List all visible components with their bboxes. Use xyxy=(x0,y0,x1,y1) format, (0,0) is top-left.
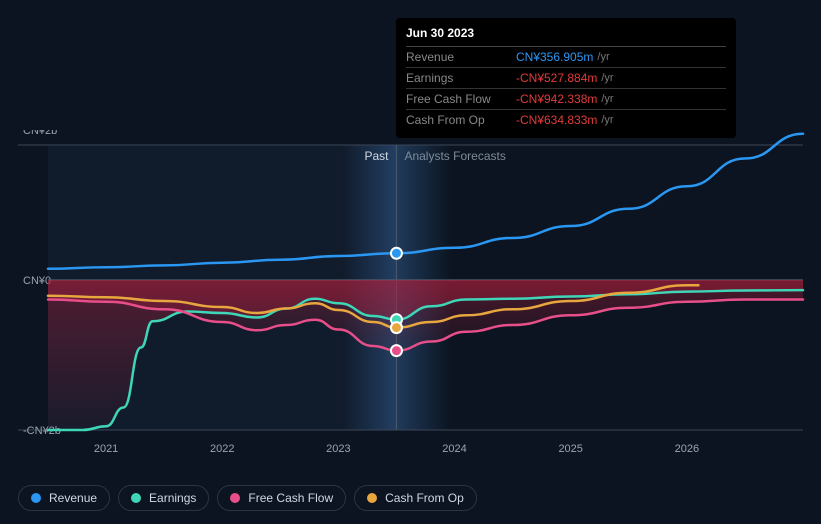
tooltip-row-label: Free Cash Flow xyxy=(406,92,516,106)
legend-item[interactable]: Free Cash Flow xyxy=(217,485,346,511)
chart-legend: Revenue Earnings Free Cash Flow Cash From O… xyxy=(18,485,477,511)
x-axis-label: 2024 xyxy=(442,443,466,455)
tooltip-row-label: Earnings xyxy=(406,71,516,85)
legend-dot-icon xyxy=(131,493,141,503)
legend-dot-icon xyxy=(230,493,240,503)
series-marker xyxy=(391,248,402,259)
tooltip-row-value: -CN¥942.338m xyxy=(516,92,597,106)
forecast-label: Analysts Forecasts xyxy=(404,149,505,163)
tooltip-row-value: CN¥356.905m xyxy=(516,50,593,64)
x-axis-label: 2023 xyxy=(326,443,350,455)
tooltip-row-value: -CN¥527.884m xyxy=(516,71,597,85)
tooltip-date: Jun 30 2023 xyxy=(406,26,726,47)
tooltip-row: Earnings-CN¥527.884m/yr xyxy=(406,68,726,89)
tooltip-row: Cash From Op-CN¥634.833m/yr xyxy=(406,110,726,130)
legend-dot-icon xyxy=(367,493,377,503)
legend-item[interactable]: Earnings xyxy=(118,485,209,511)
legend-label: Cash From Op xyxy=(385,491,464,505)
past-label: Past xyxy=(364,149,389,163)
x-axis-label: 2022 xyxy=(210,443,234,455)
legend-label: Free Cash Flow xyxy=(248,491,333,505)
x-axis-label: 2025 xyxy=(558,443,582,455)
tooltip-row-value: -CN¥634.833m xyxy=(516,113,597,127)
series-marker xyxy=(391,322,402,333)
tooltip-row-unit: /yr xyxy=(601,114,613,126)
tooltip-row: RevenueCN¥356.905m/yr xyxy=(406,47,726,68)
tooltip-row-unit: /yr xyxy=(601,93,613,105)
x-axis-label: 2026 xyxy=(675,443,699,455)
y-axis-label: CN¥0 xyxy=(23,275,51,287)
legend-item[interactable]: Revenue xyxy=(18,485,110,511)
tooltip-row: Free Cash Flow-CN¥942.338m/yr xyxy=(406,89,726,110)
legend-dot-icon xyxy=(31,493,41,503)
series-marker xyxy=(391,345,402,356)
legend-label: Earnings xyxy=(149,491,196,505)
legend-label: Revenue xyxy=(49,491,97,505)
x-axis-label: 2021 xyxy=(94,443,118,455)
tooltip-row-label: Cash From Op xyxy=(406,113,516,127)
y-axis-label: CN¥2b xyxy=(23,130,57,137)
tooltip-row-label: Revenue xyxy=(406,50,516,64)
legend-item[interactable]: Cash From Op xyxy=(354,485,477,511)
tooltip-row-unit: /yr xyxy=(601,72,613,84)
financials-chart[interactable]: CN¥2bCN¥0-CN¥2bPastAnalysts Forecasts202… xyxy=(18,130,808,450)
chart-tooltip: Jun 30 2023 RevenueCN¥356.905m/yrEarning… xyxy=(396,18,736,138)
tooltip-row-unit: /yr xyxy=(597,51,609,63)
